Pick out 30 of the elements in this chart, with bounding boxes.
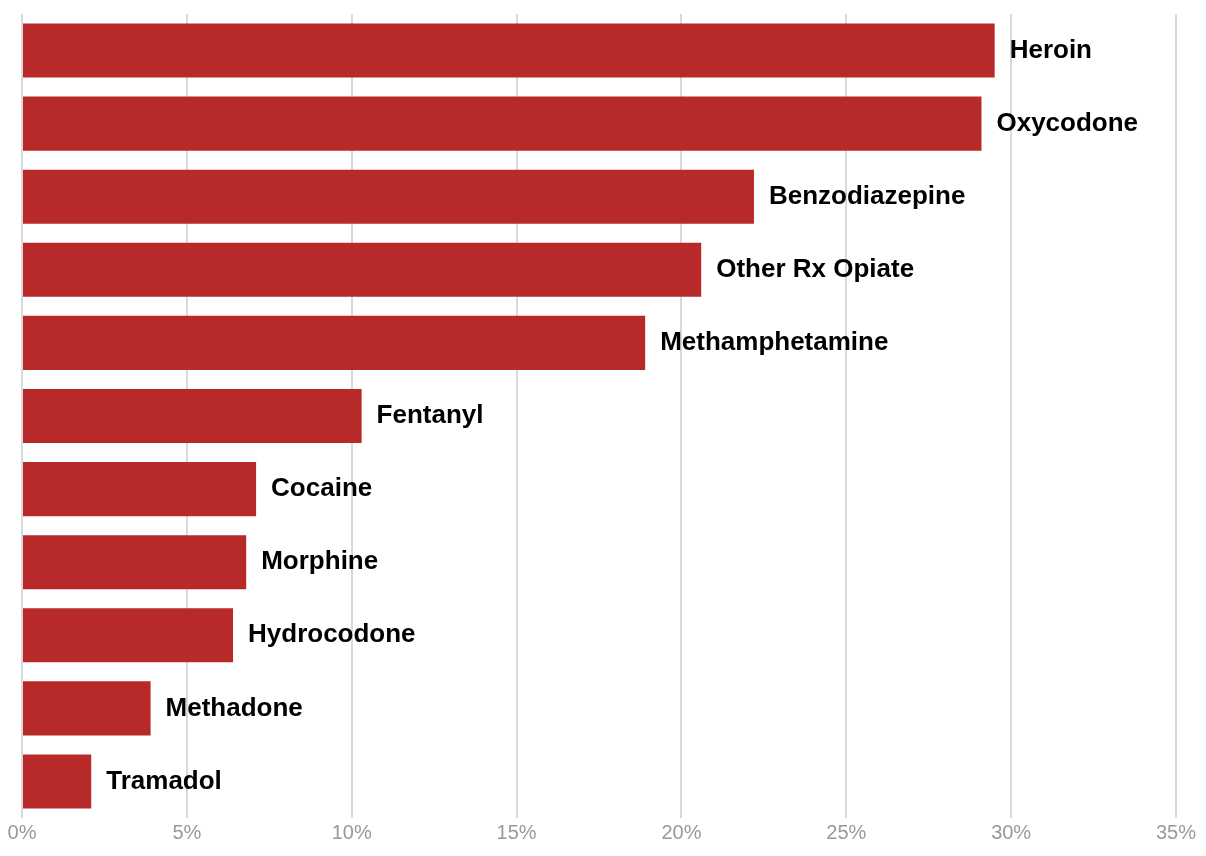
y-tick-label: Morphine bbox=[261, 545, 379, 576]
x-tick-label: 25% bbox=[826, 820, 867, 843]
y-tick-label: Oxycodone bbox=[996, 106, 1139, 137]
y-tick-label: Tramadol bbox=[106, 764, 222, 795]
x-tick-label: 15% bbox=[496, 820, 537, 843]
bar bbox=[23, 315, 646, 370]
bar bbox=[23, 242, 702, 297]
bar bbox=[23, 96, 982, 151]
x-tick-label: 20% bbox=[661, 820, 702, 843]
x-tick-label: 10% bbox=[331, 820, 372, 843]
bar bbox=[23, 169, 754, 224]
y-tick-label: Methamphetamine bbox=[660, 326, 889, 357]
y-tick-label: Fentanyl bbox=[376, 399, 484, 430]
y-tick-label: Other Rx Opiate bbox=[716, 252, 915, 283]
x-tick-label: 0% bbox=[7, 820, 37, 843]
x-tick-label: 5% bbox=[172, 820, 202, 843]
bar bbox=[23, 388, 362, 444]
bar bbox=[23, 681, 151, 736]
y-tick-label: Benzodiazepine bbox=[768, 179, 966, 210]
x-tick-label: 30% bbox=[991, 820, 1032, 843]
bar bbox=[23, 608, 234, 663]
bar bbox=[23, 535, 247, 590]
y-tick-label: Heroin bbox=[1009, 33, 1092, 64]
x-tick-label: 35% bbox=[1155, 820, 1197, 843]
bar bbox=[23, 23, 995, 78]
bar bbox=[23, 462, 257, 517]
bar bbox=[23, 754, 92, 809]
y-tick-label: Hydrocodone bbox=[248, 618, 416, 649]
y-tick-label: Cocaine bbox=[271, 472, 373, 503]
y-tick-label: Methadone bbox=[165, 691, 303, 722]
